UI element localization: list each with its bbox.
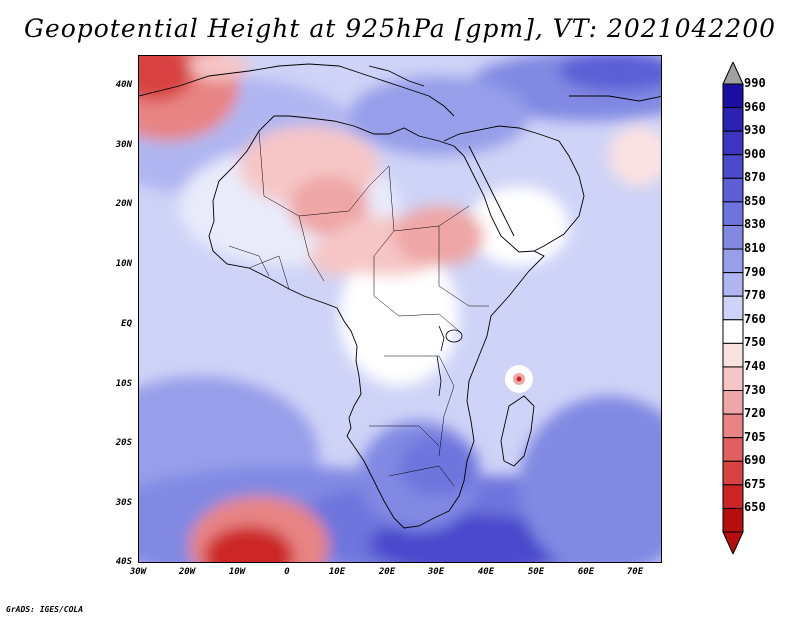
colorbar-box [722,437,744,462]
lon-label-50e: 50E [527,567,545,577]
colorbar-label: 760 [744,311,766,326]
colorbar-label: 850 [744,193,766,208]
grads-credit: GrADS: IGES/COLA [6,605,84,614]
map-canvas [139,56,661,562]
colorbar-cap-bottom [722,531,744,554]
colorbar-box [722,201,744,226]
colorbar-label: 930 [744,123,766,138]
lat-label-30s: 30S [115,498,132,508]
colorbar [722,62,744,554]
colorbar-box [722,224,744,250]
lakes [436,325,463,397]
colorbar-label: 705 [744,429,766,444]
colorbar-box [722,413,744,439]
colorbar-box [722,130,744,156]
colorbar-label: 900 [744,146,766,161]
lat-label-10n: 10N [115,259,132,269]
lon-label-20e: 20E [378,567,396,577]
lat-label-10s: 10S [115,379,132,389]
colorbar-box [722,154,744,179]
colorbar-box [722,272,744,297]
colorbar-box [722,366,744,392]
colorbar-label: 720 [744,406,766,421]
cyclone-core [516,376,522,382]
lat-label-40n: 40N [115,80,132,90]
colorbar-label: 675 [744,476,766,491]
lat-label-20s: 20S [115,438,132,448]
colorbar-box [722,248,744,274]
lon-label-30w: 30W [129,567,147,577]
colorbar-label: 790 [744,264,766,279]
colorbar-label: 870 [744,170,766,185]
colorbar-label: 810 [744,241,766,256]
colorbar-box [722,83,744,109]
lon-label-10e: 10E [328,567,346,577]
colorbar-box [722,177,744,203]
colorbar-box [722,460,744,486]
lon-label-0: 0 [284,567,290,577]
lat-label-20n: 20N [115,199,132,209]
lon-label-70e: 70E [626,567,644,577]
colorbar-label: 960 [744,99,766,114]
colorbar-box [722,507,744,533]
colorbar-label: 990 [744,76,766,90]
colorbar-label: 830 [744,217,766,232]
colorbar-label: 690 [744,453,766,468]
colorbar-label: 650 [744,500,766,515]
chart-title: Geopotential Height at 925hPa [gpm], VT:… [23,14,777,43]
colorbar-label: 750 [744,335,766,350]
colorbar-box [722,107,744,132]
lat-label-30n: 30N [115,140,132,150]
colorbar-label: 730 [744,382,766,397]
lon-label-20w: 20W [178,567,196,577]
colorbar-box [722,390,744,415]
colorbar-box [722,319,744,344]
colorbar-box [722,484,744,509]
colorbar-cap-top [722,62,744,85]
colorbar-label: 770 [744,288,766,303]
colorbar-label: 740 [744,358,766,373]
colorbar-boxes [722,62,744,554]
coastlines [139,63,661,529]
lon-label-10w: 10W [228,567,246,577]
height-field [139,56,661,562]
colorbar-box [722,295,744,321]
country-borders [228,130,489,487]
lat-label-40s: 40S [115,557,132,567]
colorbar-box [722,342,744,368]
lon-label-60e: 60E [577,567,595,577]
lon-label-40e: 40E [477,567,495,577]
lon-label-30e: 30E [427,567,445,577]
map-panel [138,55,662,563]
lat-label-eq: EQ [121,319,132,329]
